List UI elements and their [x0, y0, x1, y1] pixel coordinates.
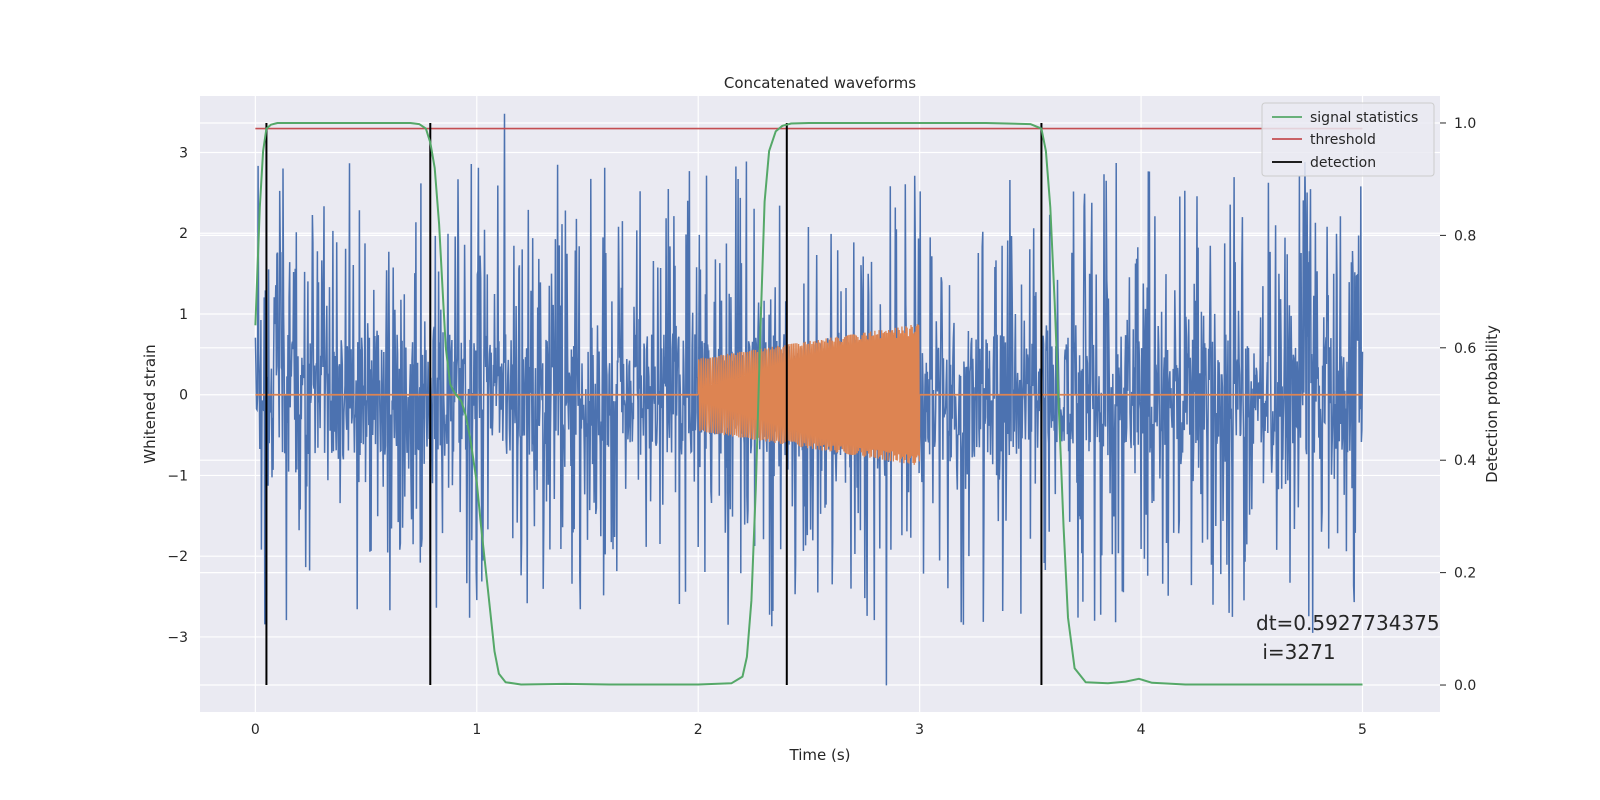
signal-statistics-line	[254, 122, 1363, 686]
chart-title: Concatenated waveforms	[724, 74, 916, 92]
legend-label-signal-statistics: signal statistics	[1310, 110, 1418, 126]
y-axis-right-ticks: 0.0 0.2 0.4 0.6 0.8 1.0	[1440, 116, 1476, 694]
detection-series	[265, 122, 1043, 686]
signal-statistics-series	[254, 122, 1363, 686]
y-axis-ticks: −3 −2 −1 0 1 2 3	[167, 146, 188, 646]
annotation-i: i=3271	[1256, 640, 1336, 664]
legend-label-threshold: threshold	[1310, 132, 1376, 148]
y-tick-label: −2	[167, 549, 188, 565]
legend-box	[1261, 102, 1435, 177]
y-tick-label: 2	[179, 226, 188, 242]
injection-series	[255, 324, 1363, 465]
y-right-tick-label: 0.0	[1454, 678, 1476, 694]
y-right-tick-label: 0.6	[1454, 341, 1476, 357]
y-axis-label: Whitened strain	[141, 344, 159, 463]
x-axis-ticks: 0 1 2 3 4 5	[251, 722, 1367, 738]
x-tick-label: 4	[1137, 722, 1146, 738]
x-tick-label: 1	[472, 722, 481, 738]
y-tick-label: 3	[179, 146, 188, 162]
y-right-tick-label: 0.2	[1454, 566, 1476, 582]
x-tick-label: 5	[1358, 722, 1367, 738]
y-right-tick-label: 1.0	[1454, 116, 1476, 132]
y-axis-right-label: Detection probability	[1483, 325, 1501, 483]
x-tick-label: 0	[251, 722, 260, 738]
x-axis-label: Time (s)	[789, 746, 851, 764]
legend-label-detection: detection	[1310, 155, 1376, 171]
y-tick-label: −3	[167, 630, 188, 646]
y-right-tick-label: 0.4	[1454, 453, 1476, 469]
y-tick-label: 0	[179, 388, 188, 404]
y-tick-label: 1	[179, 307, 188, 323]
y-tick-label: −1	[167, 468, 188, 484]
annotation-dt: dt=0.5927734375	[1256, 611, 1440, 635]
x-tick-label: 3	[915, 722, 924, 738]
y-right-tick-label: 0.8	[1454, 228, 1476, 244]
injection-line	[697, 324, 921, 465]
legend: signal statistics threshold detection	[1261, 102, 1435, 177]
x-tick-label: 2	[694, 722, 703, 738]
